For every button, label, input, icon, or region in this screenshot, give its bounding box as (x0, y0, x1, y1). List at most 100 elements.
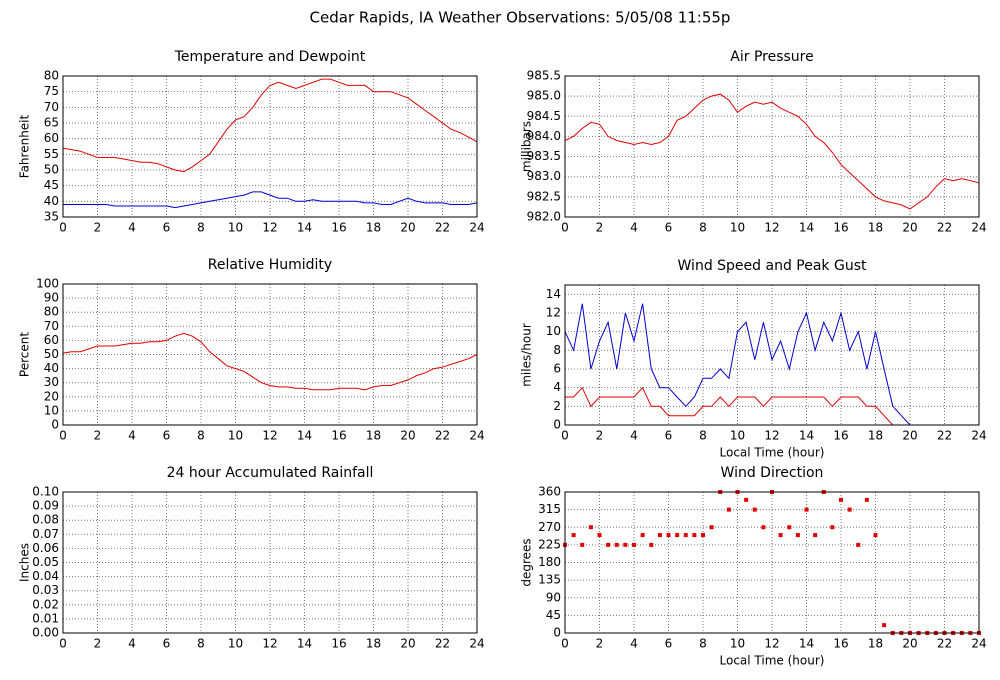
data-point (580, 542, 585, 547)
data-point (813, 533, 818, 538)
x-tick-label: 18 (868, 637, 883, 651)
y-tick-label: 14 (546, 287, 561, 301)
y-tick-label: 0 (553, 418, 561, 432)
data-point (632, 542, 636, 547)
data-point (692, 533, 697, 538)
x-tick-label: 2 (596, 637, 604, 651)
y-tick-label: 983.5 (527, 149, 561, 163)
y-tick-label: 45 (546, 608, 561, 622)
data-point (787, 525, 792, 530)
x-tick-label: 8 (197, 221, 205, 235)
y-tick-label: 0 (553, 626, 561, 640)
panel: Relative HumidityPercent0102030405060708… (18, 257, 485, 443)
y-tick-label: 0.03 (32, 583, 59, 597)
panel: 24 hour Accumulated RainfallInches0.000.… (18, 465, 485, 651)
panel-title: Air Pressure (730, 49, 813, 65)
data-point (640, 533, 645, 538)
y-axis-label: miles/hour (520, 323, 534, 387)
data-point (882, 623, 887, 628)
y-tick-label: 60 (44, 333, 59, 347)
panel: Temperature and DewpointFahrenheit354045… (18, 49, 485, 235)
x-tick-label: 4 (630, 429, 638, 443)
y-tick-label: 40 (44, 194, 59, 208)
data-point (795, 533, 800, 538)
y-tick-label: 50 (44, 163, 59, 177)
x-tick-label: 2 (596, 221, 604, 235)
x-tick-label: 16 (833, 637, 848, 651)
y-tick-label: 8 (553, 343, 561, 357)
plot-frame (62, 75, 478, 218)
y-tick-label: 983.0 (527, 169, 561, 183)
data-point (839, 497, 843, 502)
x-tick-label: 22 (937, 429, 952, 443)
y-tick-label: 35 (44, 210, 59, 224)
panel-title: Temperature and Dewpoint (174, 49, 366, 65)
data-point (709, 525, 714, 530)
y-tick-label: 10 (44, 403, 59, 417)
y-tick-label: 75 (44, 84, 59, 98)
y-tick-label: 0.09 (32, 499, 59, 513)
y-tick-label: 0.01 (32, 611, 59, 625)
x-tick-label: 16 (331, 637, 346, 651)
x-tick-label: 18 (868, 429, 883, 443)
x-tick-label: 12 (262, 221, 277, 235)
x-tick-label: 22 (435, 221, 450, 235)
x-tick-label: 24 (469, 429, 484, 443)
data-point (726, 507, 731, 512)
x-tick-label: 0 (561, 637, 569, 651)
x-tick-label: 24 (971, 429, 986, 443)
panel-title: 24 hour Accumulated Rainfall (167, 465, 374, 481)
x-tick-label: 18 (868, 221, 883, 235)
x-tick-label: 22 (937, 637, 952, 651)
x-tick-label: 20 (902, 429, 917, 443)
data-point (864, 497, 869, 502)
x-tick-label: 18 (366, 637, 381, 651)
x-tick-label: 6 (163, 429, 171, 443)
y-tick-label: 40 (44, 361, 59, 375)
y-tick-label: 0.05 (32, 555, 59, 569)
data-point (847, 507, 852, 512)
x-tick-label: 0 (561, 221, 569, 235)
y-tick-label: 360 (538, 485, 561, 499)
data-point (761, 525, 766, 530)
x-tick-label: 22 (435, 429, 450, 443)
y-tick-label: 6 (553, 362, 561, 376)
y-tick-label: 0 (51, 418, 59, 432)
x-tick-label: 14 (297, 637, 312, 651)
page-title: Cedar Rapids, IA Weather Observations: 5… (310, 9, 731, 27)
plot-frame (62, 491, 478, 634)
y-tick-label: 984.5 (527, 109, 561, 123)
data-point (778, 533, 783, 538)
x-tick-label: 18 (366, 429, 381, 443)
x-tick-label: 10 (730, 221, 745, 235)
plot-frame (62, 283, 478, 426)
data-point (571, 533, 576, 538)
y-axis-label: Inches (18, 543, 32, 582)
y-tick-label: 982.0 (527, 210, 561, 224)
data-point (666, 533, 671, 538)
x-tick-label: 4 (128, 429, 136, 443)
x-tick-label: 4 (128, 637, 136, 651)
y-tick-label: 270 (538, 520, 561, 534)
data-point (701, 533, 705, 538)
x-tick-label: 10 (730, 429, 745, 443)
x-tick-label: 2 (596, 429, 604, 443)
x-tick-label: 22 (435, 637, 450, 651)
plot-frame (564, 284, 980, 426)
x-tick-label: 16 (331, 429, 346, 443)
x-tick-label: 20 (400, 429, 415, 443)
y-tick-label: 0.07 (32, 527, 59, 541)
data-point (649, 542, 654, 547)
x-tick-label: 4 (630, 221, 638, 235)
y-tick-label: 90 (546, 590, 561, 604)
data-point (830, 525, 835, 530)
panel-title: Relative Humidity (208, 257, 332, 273)
data-point (752, 507, 757, 512)
x-tick-label: 24 (469, 637, 484, 651)
y-tick-label: 80 (44, 305, 59, 319)
x-tick-label: 6 (665, 221, 673, 235)
y-tick-label: 10 (546, 324, 561, 338)
y-tick-label: 60 (44, 131, 59, 145)
x-tick-label: 20 (400, 637, 415, 651)
